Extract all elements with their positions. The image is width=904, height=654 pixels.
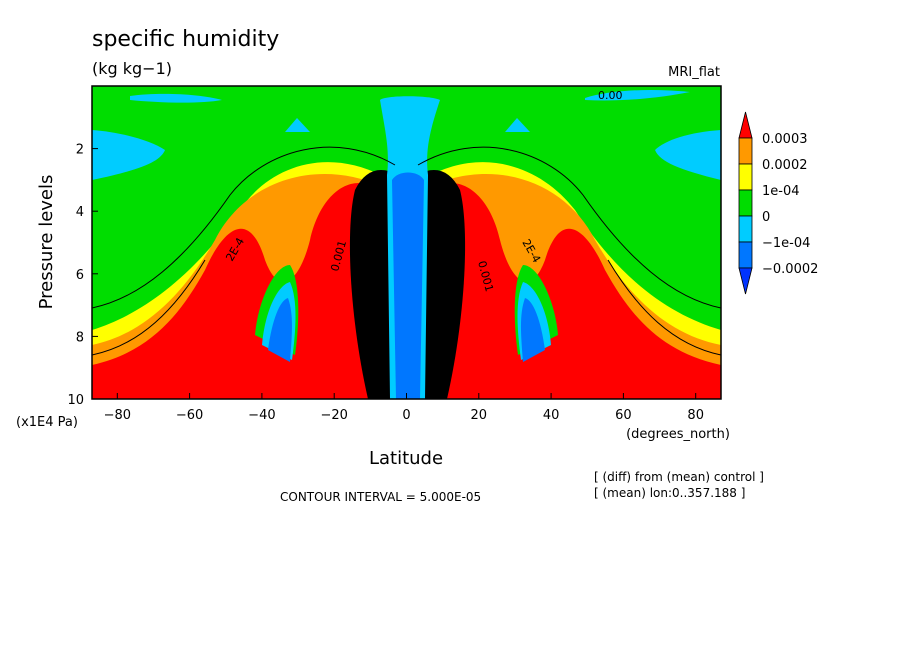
contour-line-upper-left (92, 146, 396, 309)
contour-line-lower-right (607, 259, 721, 356)
contour-line-upper-right (417, 146, 721, 309)
chart-units: (kg kg−1) (92, 59, 172, 78)
fill-neg-top-right (655, 130, 721, 180)
y-axis-unit: (x1E4 Pa) (16, 415, 78, 430)
colorbar-swatch (738, 163, 753, 191)
fill-neg-top-right-thin (585, 90, 690, 101)
x-axis-unit: (degrees_north) (626, 427, 730, 442)
y-tick-label: 2 (76, 143, 84, 158)
colorbar-swatch (738, 215, 753, 243)
colorbar-swatch (738, 241, 753, 269)
colorbar-label: 0.0003 (762, 132, 808, 147)
colorbar-label: 0 (762, 210, 770, 225)
x-tick-label: −40 (248, 408, 275, 423)
fill-neg-tri-right (505, 118, 530, 132)
dense-contours-right-column (417, 170, 466, 399)
colorbar: 0.0003 0.0002 1e-04 0 −1e-04 −0.0002 (738, 111, 818, 295)
x-tick-label: 20 (471, 408, 488, 423)
x-axis-label: Latitude (369, 448, 443, 469)
y-tick-label: 4 (76, 205, 84, 220)
colorbar-bottom-arrow (738, 267, 753, 295)
fill-blue-equator (392, 172, 424, 399)
fill-neg-top-left-thin (130, 93, 222, 103)
x-tick-label: −60 (176, 408, 203, 423)
x-axis-ticks: −80 −60 −40 −20 0 20 40 60 80 (104, 393, 704, 423)
fill-blue-pocket-right (521, 298, 545, 362)
x-tick-label: −80 (104, 408, 131, 423)
x-tick-label: 60 (615, 408, 632, 423)
x-tick-label: −20 (320, 408, 347, 423)
x-tick-label: 0 (402, 408, 410, 423)
colorbar-label: 0.0002 (762, 158, 808, 173)
colorbar-label: −1e-04 (762, 236, 810, 251)
fill-blue-pocket-left (268, 298, 292, 362)
y-axis-ticks: 2 4 6 8 10 (67, 143, 98, 408)
contour-line-lower-left (92, 259, 206, 356)
colorbar-label: 1e-04 (762, 184, 800, 199)
contour-label: 0.00 (598, 89, 623, 102)
x-tick-label: 80 (687, 408, 704, 423)
colorbar-label: −0.0002 (762, 262, 818, 277)
y-tick-label: 10 (67, 393, 84, 408)
fill-neg-tri-left (285, 118, 310, 132)
y-tick-label: 8 (76, 330, 84, 345)
x-tick-label: 40 (543, 408, 560, 423)
fill-red-right (418, 183, 721, 399)
chart-title: specific humidity (92, 27, 279, 52)
note-mean: [ (mean) lon:0..357.188 ] (594, 486, 745, 500)
dense-contours-left-column (349, 170, 398, 399)
colorbar-swatch (738, 137, 753, 165)
contour-field: 0.00 2E-4 0.001 0.001 2E-4 (92, 86, 721, 399)
colorbar-top-arrow (738, 111, 753, 139)
model-label: MRI_flat (668, 65, 720, 80)
contour-interval: CONTOUR INTERVAL = 5.000E-05 (280, 490, 481, 504)
colorbar-swatch (738, 189, 753, 217)
fill-red-left (92, 183, 392, 399)
y-tick-label: 6 (76, 268, 84, 283)
fill-neg-top-left (92, 130, 165, 180)
note-diff: [ (diff) from (mean) control ] (594, 470, 764, 484)
y-axis-label: Pressure levels (36, 175, 57, 310)
